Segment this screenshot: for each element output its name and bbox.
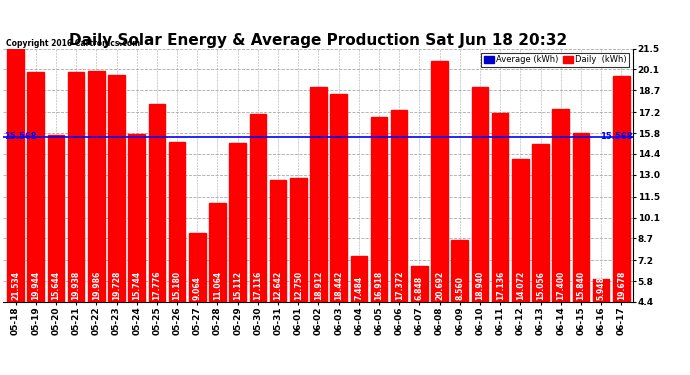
Text: 15.644: 15.644 (52, 271, 61, 300)
Bar (331, 94, 347, 302)
Bar (48, 135, 64, 302)
Text: 18.940: 18.940 (475, 270, 484, 300)
Text: 17.372: 17.372 (395, 270, 404, 300)
Bar (310, 87, 326, 302)
Text: 15.568: 15.568 (600, 132, 633, 141)
Text: 19.728: 19.728 (112, 270, 121, 300)
Text: 15.180: 15.180 (172, 270, 181, 300)
Bar (250, 114, 266, 302)
Bar (290, 178, 306, 302)
Text: 15.840: 15.840 (576, 270, 585, 300)
Bar (512, 159, 529, 302)
Text: 19.938: 19.938 (72, 270, 81, 300)
Legend: Average (kWh), Daily  (kWh): Average (kWh), Daily (kWh) (481, 53, 629, 67)
Text: 14.072: 14.072 (516, 270, 525, 300)
Bar (613, 76, 629, 302)
Bar (108, 75, 125, 302)
Bar (148, 104, 165, 302)
Text: 15.056: 15.056 (536, 271, 545, 300)
Text: 17.136: 17.136 (495, 270, 504, 300)
Bar (169, 142, 186, 302)
Bar (492, 113, 509, 302)
Text: 19.678: 19.678 (617, 270, 626, 300)
Text: 18.912: 18.912 (314, 270, 323, 300)
Text: 21.534: 21.534 (11, 271, 20, 300)
Text: 16.918: 16.918 (375, 270, 384, 300)
Bar (28, 72, 44, 302)
Bar (68, 72, 84, 302)
Text: 15.568: 15.568 (4, 132, 37, 141)
Bar (391, 110, 408, 302)
Bar (351, 256, 367, 302)
Bar (472, 87, 489, 302)
Bar (553, 110, 569, 302)
Title: Daily Solar Energy & Average Production Sat Jun 18 20:32: Daily Solar Energy & Average Production … (69, 33, 568, 48)
Text: 12.750: 12.750 (294, 270, 303, 300)
Bar (593, 279, 609, 302)
Bar (88, 71, 105, 302)
Text: 9.064: 9.064 (193, 276, 201, 300)
Text: 7.484: 7.484 (355, 276, 364, 300)
Text: 11.064: 11.064 (213, 270, 222, 300)
Bar (573, 132, 589, 302)
Text: 19.986: 19.986 (92, 270, 101, 300)
Text: 6.848: 6.848 (415, 276, 424, 300)
Bar (451, 240, 468, 302)
Text: 17.776: 17.776 (152, 270, 161, 300)
Bar (431, 61, 448, 302)
Text: 5.948: 5.948 (597, 276, 606, 300)
Bar (209, 203, 226, 302)
Bar (371, 117, 387, 302)
Bar (229, 143, 246, 302)
Bar (532, 144, 549, 302)
Text: 17.400: 17.400 (556, 270, 565, 300)
Text: 12.642: 12.642 (273, 270, 282, 300)
Text: 15.112: 15.112 (233, 271, 242, 300)
Bar (128, 134, 145, 302)
Text: 20.692: 20.692 (435, 270, 444, 300)
Text: 18.442: 18.442 (334, 270, 343, 300)
Text: 15.744: 15.744 (132, 270, 141, 300)
Bar (270, 180, 286, 302)
Text: Copyright 2016 Cartronics.com: Copyright 2016 Cartronics.com (6, 39, 139, 48)
Text: 17.116: 17.116 (253, 270, 262, 300)
Bar (189, 233, 206, 302)
Text: 19.944: 19.944 (31, 270, 40, 300)
Bar (411, 266, 428, 302)
Text: 8.560: 8.560 (455, 276, 464, 300)
Bar (8, 48, 24, 302)
